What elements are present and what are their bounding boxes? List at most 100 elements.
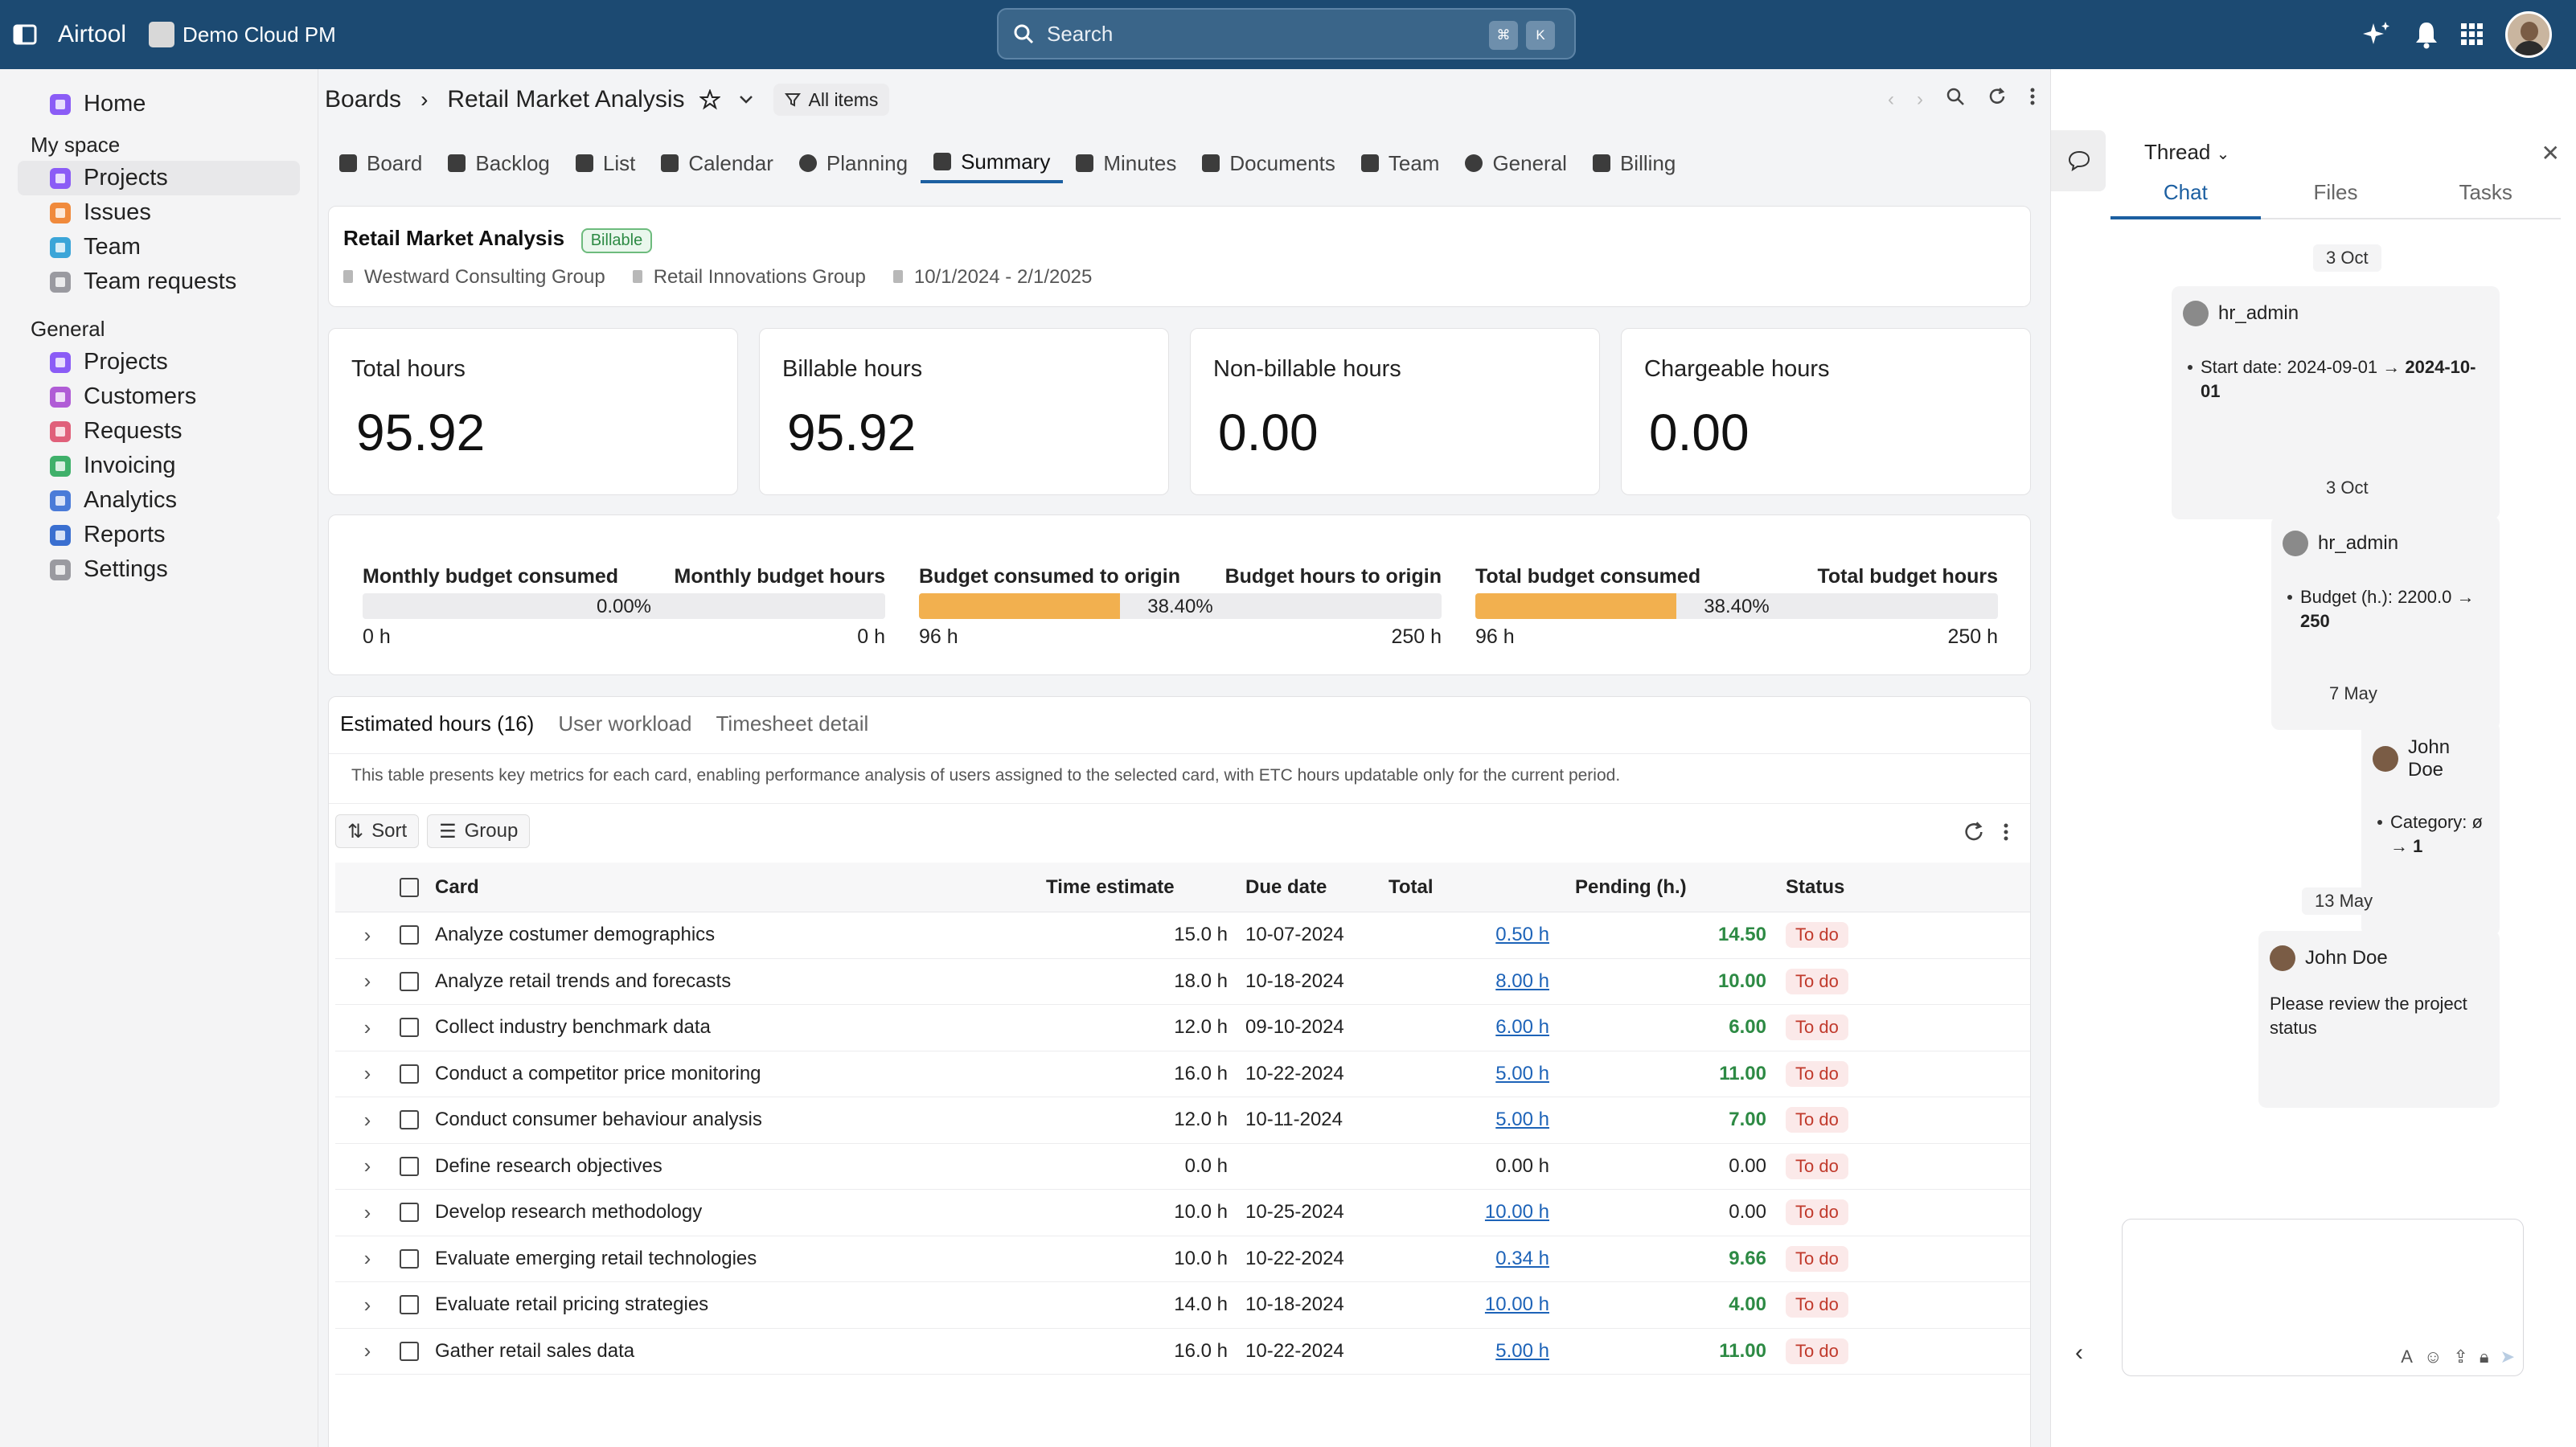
card-name[interactable]: Evaluate emerging retail technologies <box>435 1247 757 1269</box>
select-all-checkbox[interactable] <box>400 877 419 897</box>
row-checkbox[interactable] <box>400 1018 419 1038</box>
chevron-down-icon[interactable] <box>738 94 754 105</box>
sidebar-item-analytics[interactable]: Analytics <box>18 483 300 518</box>
status-badge[interactable]: To do <box>1786 1060 1848 1087</box>
status-badge[interactable]: To do <box>1786 1245 1848 1272</box>
total-hours-link[interactable]: 5.00 h <box>1495 1339 1549 1362</box>
row-checkbox[interactable] <box>400 1110 419 1130</box>
send-icon[interactable]: ➤ <box>2500 1347 2515 1367</box>
subtab-user-workload[interactable]: User workload <box>558 711 692 736</box>
more-vertical-icon[interactable] <box>2003 822 2009 842</box>
back-arrow-icon[interactable]: ‹ <box>1888 88 1894 110</box>
card-name[interactable]: Collect industry benchmark data <box>435 1016 711 1039</box>
row-checkbox[interactable] <box>400 1295 419 1315</box>
subtab-estimated-hours[interactable]: Estimated hours (16) <box>340 711 535 736</box>
sidebar-item-requests[interactable]: Requests <box>18 414 300 449</box>
emoji-icon[interactable]: ☺ <box>2423 1347 2443 1367</box>
column-header-due-date[interactable]: Due date <box>1245 875 1327 898</box>
sidebar-item-settings[interactable]: Settings <box>18 552 300 587</box>
total-hours-link[interactable]: 10.00 h <box>1484 1201 1549 1224</box>
expand-row-icon[interactable]: › <box>363 1246 371 1271</box>
thread-title[interactable]: Thread ⌄ <box>2144 140 2229 165</box>
sidebar-item-issues[interactable]: Issues <box>18 195 300 230</box>
time-estimate[interactable]: 10.0 h <box>1174 1247 1228 1269</box>
row-checkbox[interactable] <box>400 1248 419 1269</box>
table-row[interactable]: › Analyze retail trends and forecasts 18.0… <box>335 959 2030 1005</box>
total-hours-link[interactable]: 0.50 h <box>1495 924 1549 946</box>
card-name[interactable]: Analyze costumer demographics <box>435 924 716 946</box>
status-badge[interactable]: To do <box>1786 1338 1848 1364</box>
tab-board[interactable]: Board <box>326 143 435 183</box>
time-estimate[interactable]: 16.0 h <box>1174 1339 1228 1362</box>
expand-row-icon[interactable]: › <box>363 969 371 994</box>
total-hours-link[interactable]: 10.00 h <box>1484 1293 1549 1316</box>
expand-row-icon[interactable]: › <box>363 1199 371 1224</box>
row-checkbox[interactable] <box>400 1203 419 1223</box>
status-badge[interactable]: To do <box>1786 1107 1848 1133</box>
tab-planning[interactable]: Planning <box>786 143 921 183</box>
tab-backlog[interactable]: Backlog <box>435 143 563 183</box>
column-header-card[interactable]: Card <box>435 875 479 898</box>
app-name[interactable]: Airtool <box>58 21 127 47</box>
text-format-icon[interactable]: A <box>2401 1347 2413 1367</box>
breadcrumb-current[interactable]: Retail Market Analysis <box>447 86 685 113</box>
time-estimate[interactable]: 10.0 h <box>1174 1201 1228 1224</box>
expand-row-icon[interactable]: › <box>363 1061 371 1086</box>
sidebar-item-invoicing[interactable]: Invoicing <box>18 449 300 483</box>
refresh-icon[interactable] <box>1963 821 1985 843</box>
sort-button[interactable]: ⇅ Sort <box>335 814 420 848</box>
status-badge[interactable]: To do <box>1786 1015 1848 1041</box>
card-name[interactable]: Analyze retail trends and forecasts <box>435 969 732 992</box>
sidebar-item-home[interactable]: Home <box>18 87 300 121</box>
column-header-time-estimate[interactable]: Time estimate <box>1046 875 1175 898</box>
table-row[interactable]: › Evaluate emerging retail technologies 10… <box>335 1236 2030 1282</box>
table-row[interactable]: › Gather retail sales data 16.0 h 10-22-202… <box>335 1329 2030 1375</box>
expand-row-icon[interactable]: › <box>363 1338 371 1363</box>
expand-row-icon[interactable]: › <box>363 922 371 947</box>
group-button[interactable]: ☰ Group <box>427 814 531 848</box>
expand-row-icon[interactable]: › <box>363 1292 371 1317</box>
notifications-bell-icon[interactable] <box>2414 20 2439 49</box>
sidebar-item-team-requests[interactable]: Team requests <box>18 264 300 299</box>
message-input[interactable]: A ☺ ⇪ 🔒︎ ➤ <box>2122 1219 2524 1376</box>
total-hours-link[interactable]: 8.00 h <box>1495 969 1549 992</box>
column-header-pending[interactable]: Pending (h.) <box>1575 875 1687 898</box>
column-header-total[interactable]: Total <box>1388 875 1434 898</box>
subtab-timesheet-detail[interactable]: Timesheet detail <box>716 711 869 736</box>
total-hours-link[interactable]: 5.00 h <box>1495 1062 1549 1084</box>
sidebar-item-team[interactable]: Team <box>18 230 300 264</box>
search-input[interactable]: Search ⌘ K <box>997 8 1576 59</box>
table-row[interactable]: › Develop research methodology 10.0 h 10-25… <box>335 1190 2030 1236</box>
sidebar-item-customers[interactable]: Customers <box>18 379 300 414</box>
total-hours-link[interactable]: 6.00 h <box>1495 1016 1549 1039</box>
ai-sparkle-icon[interactable] <box>2361 18 2393 51</box>
tab-list[interactable]: List <box>563 143 648 183</box>
card-name[interactable]: Evaluate retail pricing strategies <box>435 1293 709 1316</box>
time-estimate[interactable]: 14.0 h <box>1174 1293 1228 1316</box>
workspace-switcher[interactable]: Demo Cloud PM <box>149 22 336 47</box>
tab-documents[interactable]: Documents <box>1189 143 1348 183</box>
table-row[interactable]: › Define research objectives 0.0 h 0.00 h 0.… <box>335 1144 2030 1190</box>
tab-minutes[interactable]: Minutes <box>1063 143 1189 183</box>
time-estimate[interactable]: 12.0 h <box>1174 1109 1228 1131</box>
time-estimate[interactable]: 16.0 h <box>1174 1062 1228 1084</box>
row-checkbox[interactable] <box>400 1064 419 1084</box>
upload-icon[interactable]: ⇪ <box>2453 1347 2468 1367</box>
tab-chat[interactable]: Chat <box>2110 180 2261 219</box>
card-name[interactable]: Conduct a competitor price monitoring <box>435 1062 761 1084</box>
refresh-icon[interactable] <box>1987 87 2007 112</box>
apps-grid-icon[interactable] <box>2460 23 2484 47</box>
table-row[interactable]: › Analyze costumer demographics 15.0 h 10-0… <box>335 912 2030 959</box>
tab-general[interactable]: General <box>1452 143 1580 183</box>
status-badge[interactable]: To do <box>1786 1199 1848 1226</box>
tab-team[interactable]: Team <box>1348 143 1453 183</box>
table-row[interactable]: › Conduct a competitor price monitoring 16… <box>335 1051 2030 1097</box>
row-checkbox[interactable] <box>400 925 419 945</box>
more-vertical-icon[interactable] <box>2029 87 2036 112</box>
card-name[interactable]: Gather retail sales data <box>435 1339 635 1362</box>
lock-icon[interactable]: 🔒︎ <box>2479 1347 2489 1367</box>
tab-calendar[interactable]: Calendar <box>648 143 786 183</box>
card-name[interactable]: Define research objectives <box>435 1154 662 1177</box>
sidebar-item-reports[interactable]: Reports <box>18 518 300 552</box>
collapse-left-icon[interactable]: ‹ <box>2075 1339 2083 1366</box>
